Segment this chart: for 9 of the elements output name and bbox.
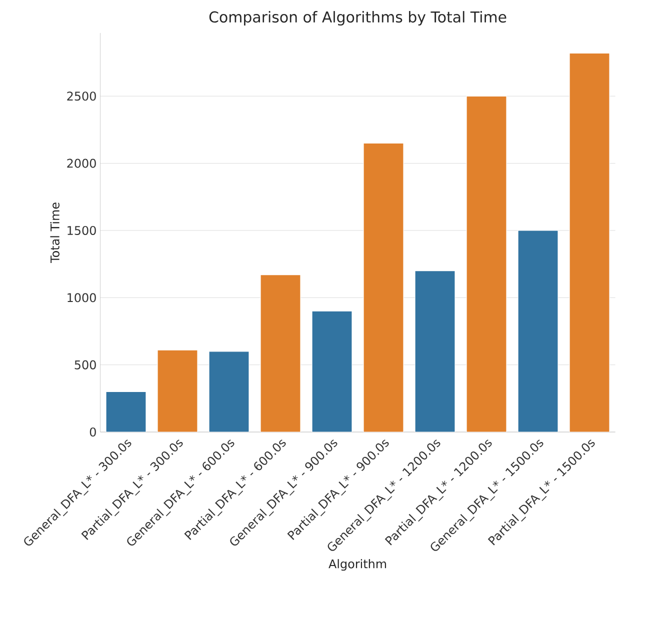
y-tick-label: 2500: [67, 92, 96, 101]
y-axis-title: Total Time: [50, 202, 60, 264]
y-tick-label: 2000: [67, 158, 96, 168]
x-axis-title: Algorithm: [328, 559, 386, 571]
chart-title: Comparison of Algorithms by Total Time: [209, 11, 506, 26]
y-tick-label: 0: [90, 427, 96, 437]
y-tick-label: 1000: [68, 293, 96, 302]
y-tick-label: 500: [74, 360, 96, 370]
y-tick-label: 1500: [68, 226, 96, 236]
